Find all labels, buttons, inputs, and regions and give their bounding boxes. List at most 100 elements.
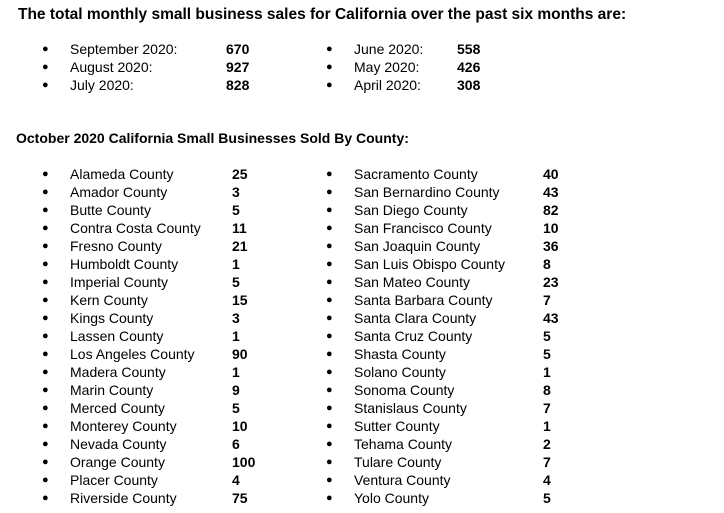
county-item-label: Ventura County	[354, 472, 451, 488]
county-item-label: Los Angeles County	[70, 346, 195, 362]
monthly-sales-item-value: 828	[226, 77, 250, 93]
county-item-label: Stanislaus County	[354, 400, 467, 416]
county-item: ● San Luis Obispo County 8	[0, 255, 724, 273]
county-item-value: 11	[232, 220, 247, 236]
county-item: ● Madera County 1	[0, 363, 300, 381]
bullet-icon: ●	[42, 438, 49, 450]
county-item-value: 3	[232, 310, 240, 326]
county-item: ● Riverside County 75	[0, 489, 300, 507]
bullet-icon: ●	[326, 330, 333, 342]
county-item: ● Stanislaus County 7	[0, 399, 724, 417]
county-item-value: 4	[232, 472, 240, 488]
county-item-value: 5	[543, 490, 551, 506]
county-item-label: Riverside County	[70, 490, 177, 506]
county-item-label: Santa Clara County	[354, 310, 477, 326]
county-item: ● Contra Costa County 11	[0, 219, 300, 237]
bullet-icon: ●	[326, 294, 333, 306]
county-item-label: Tehama County	[354, 436, 453, 452]
county-item-value: 4	[543, 472, 551, 488]
county-item-value: 1	[232, 364, 240, 380]
county-item-label: Madera County	[70, 364, 166, 380]
county-item: ● Yolo County 5	[0, 489, 724, 507]
county-item: ● Butte County 5	[0, 201, 300, 219]
county-item-label: San Diego County	[354, 202, 468, 218]
county-item-value: 3	[232, 184, 240, 200]
county-item: ● San Bernardino County 43	[0, 183, 724, 201]
bullet-icon: ●	[326, 492, 333, 504]
county-item-label: Humboldt County	[70, 256, 179, 272]
bullet-icon: ●	[326, 456, 333, 468]
county-item-label: San Mateo County	[354, 274, 470, 290]
county-item: ● Humboldt County 1	[0, 255, 300, 273]
monthly-sales-list-right: ● June 2020: 558 ● May 2020: 426 ● April 2020: 3…	[0, 40, 724, 94]
bullet-icon: ●	[42, 204, 49, 216]
county-item-label: Kings County	[70, 310, 154, 326]
county-item-value: 75	[232, 490, 248, 506]
county-item-label: San Luis Obispo County	[354, 256, 505, 272]
county-item-label: San Bernardino County	[354, 184, 500, 200]
bullet-icon: ●	[326, 258, 333, 270]
bullet-icon: ●	[42, 330, 49, 342]
monthly-sales-item-label: July 2020:	[70, 77, 134, 93]
county-item-value: 1	[232, 256, 240, 272]
county-item-label: Sacramento County	[354, 166, 478, 182]
bullet-icon: ●	[42, 402, 49, 414]
bullet-icon: ●	[326, 186, 333, 198]
county-item-label: Sutter County	[354, 418, 440, 434]
county-list-left: ● Alameda County 25 ● Amador County 3 ● Butte C…	[0, 165, 300, 507]
county-item-value: 2	[543, 436, 551, 452]
county-item: ● San Joaquin County 36	[0, 237, 724, 255]
bullet-icon: ●	[326, 312, 333, 324]
county-item-value: 8	[543, 256, 551, 272]
bullet-icon: ●	[42, 474, 49, 486]
monthly-sales-item-value: 670	[226, 41, 250, 57]
monthly-sales-item-label: June 2020:	[354, 41, 424, 57]
county-item: ● Kern County 15	[0, 291, 300, 309]
monthly-sales-item: ● September 2020: 670	[0, 40, 300, 58]
county-item: ● Orange County 100	[0, 453, 300, 471]
county-item: ● Amador County 3	[0, 183, 300, 201]
county-item-label: Merced County	[70, 400, 165, 416]
county-item: ● San Diego County 82	[0, 201, 724, 219]
monthly-sales-item: ● August 2020: 927	[0, 58, 300, 76]
county-item-label: Alameda County	[70, 166, 174, 182]
bullet-icon: ●	[326, 348, 333, 360]
county-item: ● Marin County 9	[0, 381, 300, 399]
county-item-label: Shasta County	[354, 346, 446, 362]
bullet-icon: ●	[326, 474, 333, 486]
county-item: ● Santa Cruz County 5	[0, 327, 724, 345]
county-item-label: Orange County	[70, 454, 165, 470]
county-item-value: 7	[543, 400, 551, 416]
bullet-icon: ●	[326, 79, 333, 91]
bullet-icon: ●	[42, 168, 49, 180]
county-item: ● San Mateo County 23	[0, 273, 724, 291]
monthly-sales-item-value: 308	[457, 77, 481, 93]
county-item-label: Amador County	[70, 184, 168, 200]
bullet-icon: ●	[42, 366, 49, 378]
county-item-value: 43	[543, 184, 559, 200]
county-item: ● Placer County 4	[0, 471, 300, 489]
county-item-label: Nevada County	[70, 436, 167, 452]
bullet-icon: ●	[42, 222, 49, 234]
bullet-icon: ●	[326, 240, 333, 252]
county-item-value: 7	[543, 454, 551, 470]
bullet-icon: ●	[42, 420, 49, 432]
bullet-icon: ●	[326, 420, 333, 432]
monthly-sales-item: ● July 2020: 828	[0, 76, 300, 94]
bullet-icon: ●	[326, 204, 333, 216]
county-item-label: San Joaquin County	[354, 238, 481, 254]
county-item: ● Alameda County 25	[0, 165, 300, 183]
county-item-value: 10	[232, 418, 248, 434]
monthly-sales-heading: The total monthly small business sales f…	[18, 6, 627, 23]
county-item: ● Shasta County 5	[0, 345, 724, 363]
bullet-icon: ●	[42, 240, 49, 252]
county-item-label: Marin County	[70, 382, 154, 398]
county-item-value: 5	[232, 202, 240, 218]
monthly-sales-item: ● April 2020: 308	[0, 76, 724, 94]
county-item-value: 21	[232, 238, 248, 254]
county-item-label: Santa Barbara County	[354, 292, 493, 308]
bullet-icon: ●	[42, 348, 49, 360]
county-item-value: 36	[543, 238, 559, 254]
county-item: ● Solano County 1	[0, 363, 724, 381]
county-item-value: 9	[232, 382, 240, 398]
